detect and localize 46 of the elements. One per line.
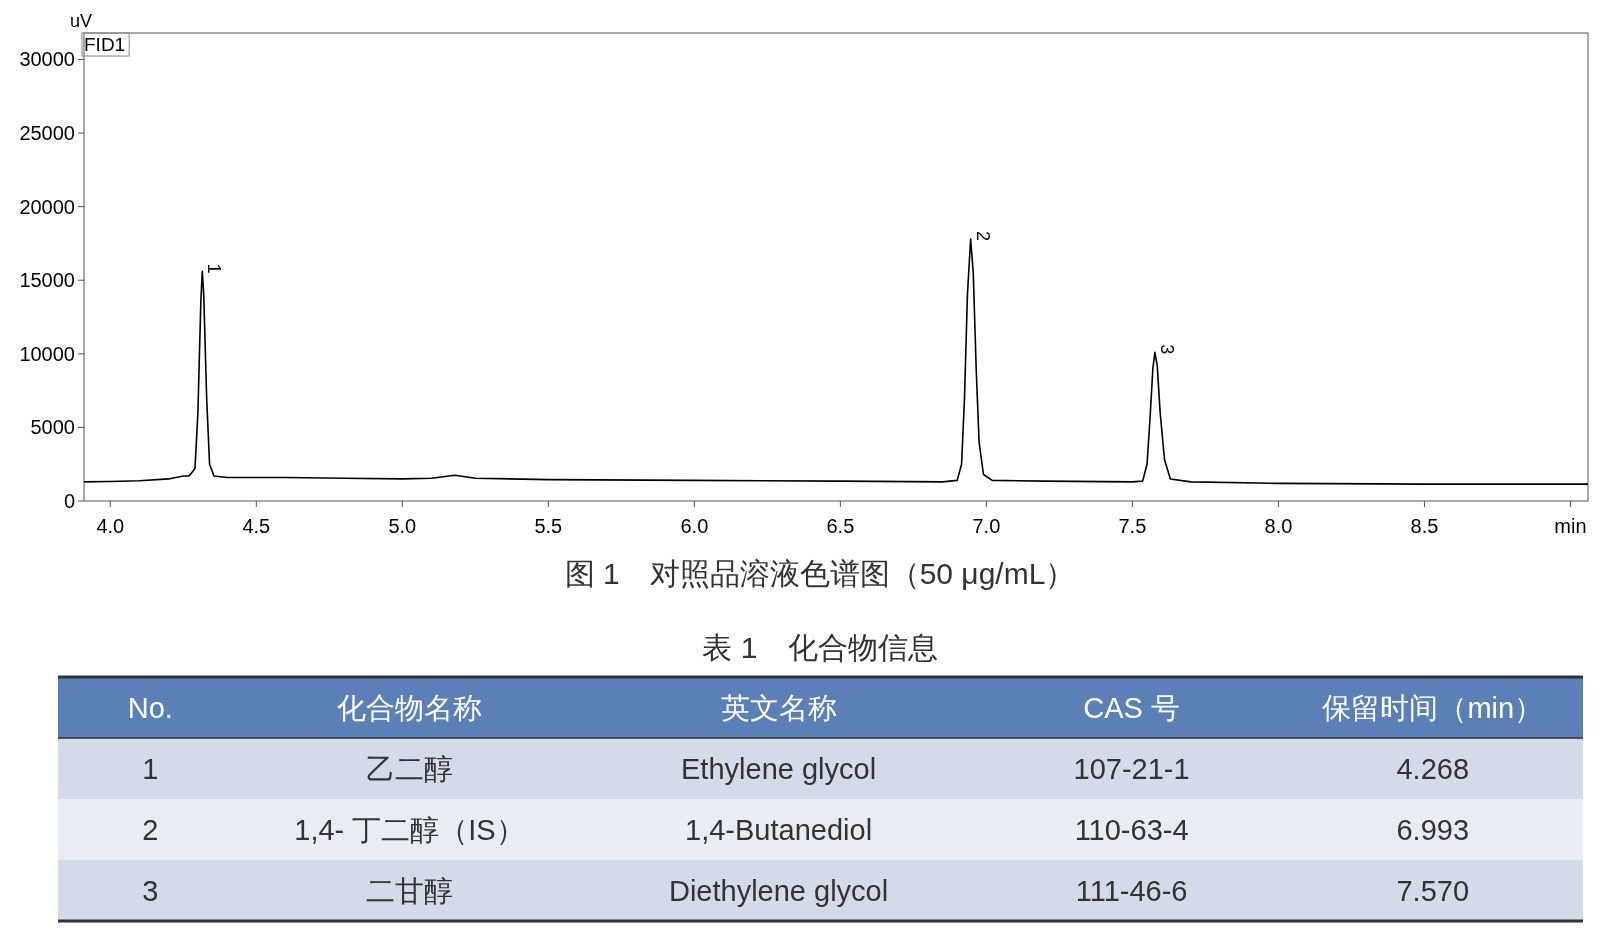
y-tick-label: 10000 <box>19 342 75 365</box>
category-label: 保留时间（min） <box>1322 691 1544 724</box>
x-tick-label: 7.5 <box>1118 515 1147 537</box>
text: 1,4-Butanediol <box>685 813 873 846</box>
caption: 图 1 对照品溶液色谱图（50 μg/mL） <box>564 557 1076 590</box>
text: 4.268 <box>1396 752 1470 785</box>
text: Diethylene glycol <box>668 874 889 907</box>
x-tick-label: min <box>1554 515 1587 537</box>
text: 2 <box>142 813 159 846</box>
annotation: FID1 <box>84 34 126 55</box>
category-label: 化合物名称 <box>337 691 483 724</box>
y-axis-title: uV <box>70 11 93 31</box>
category-label: No. <box>127 691 173 724</box>
x-tick-label: 7.0 <box>972 515 1001 537</box>
y-tick-label: 20000 <box>19 195 75 218</box>
text: 6.993 <box>1396 813 1470 846</box>
annotation: 2 <box>972 231 993 242</box>
text: 107-21-1 <box>1073 752 1190 785</box>
y-tick-label: 25000 <box>19 122 75 145</box>
text: 表 1 化合物信息 <box>702 631 938 664</box>
annotation: 1 <box>204 263 225 274</box>
category-label: CAS 号 <box>1083 691 1180 724</box>
text: 1 <box>142 752 159 785</box>
text: 二甘醇 <box>366 874 454 907</box>
x-tick-label: 5.5 <box>534 515 563 537</box>
line-series <box>83 238 1589 485</box>
y-tick-label: 30000 <box>19 48 75 71</box>
x-tick-label: 5.0 <box>388 515 417 537</box>
x-tick-label: 8.5 <box>1410 515 1439 537</box>
text: 111-46-6 <box>1075 874 1188 907</box>
category-label: 英文名称 <box>720 691 837 724</box>
y-tick-label: 0 <box>63 490 75 512</box>
x-tick-label: 4.5 <box>242 515 271 537</box>
text: 1,4- 丁二醇（IS） <box>294 813 525 846</box>
x-tick-label: 6.0 <box>680 515 709 537</box>
y-tick-label: 15000 <box>19 269 75 292</box>
text: 乙二醇 <box>366 752 454 785</box>
x-tick-label: 4.0 <box>96 515 125 537</box>
text: 3 <box>142 874 159 907</box>
x-tick-label: 8.0 <box>1264 515 1293 537</box>
x-tick-label: 6.5 <box>826 515 855 537</box>
text: Ethylene glycol <box>681 752 877 785</box>
y-tick-label: 5000 <box>30 416 75 439</box>
annotation: 3 <box>1156 344 1177 355</box>
text: 110-63-4 <box>1074 813 1189 846</box>
text: 7.570 <box>1396 874 1470 907</box>
